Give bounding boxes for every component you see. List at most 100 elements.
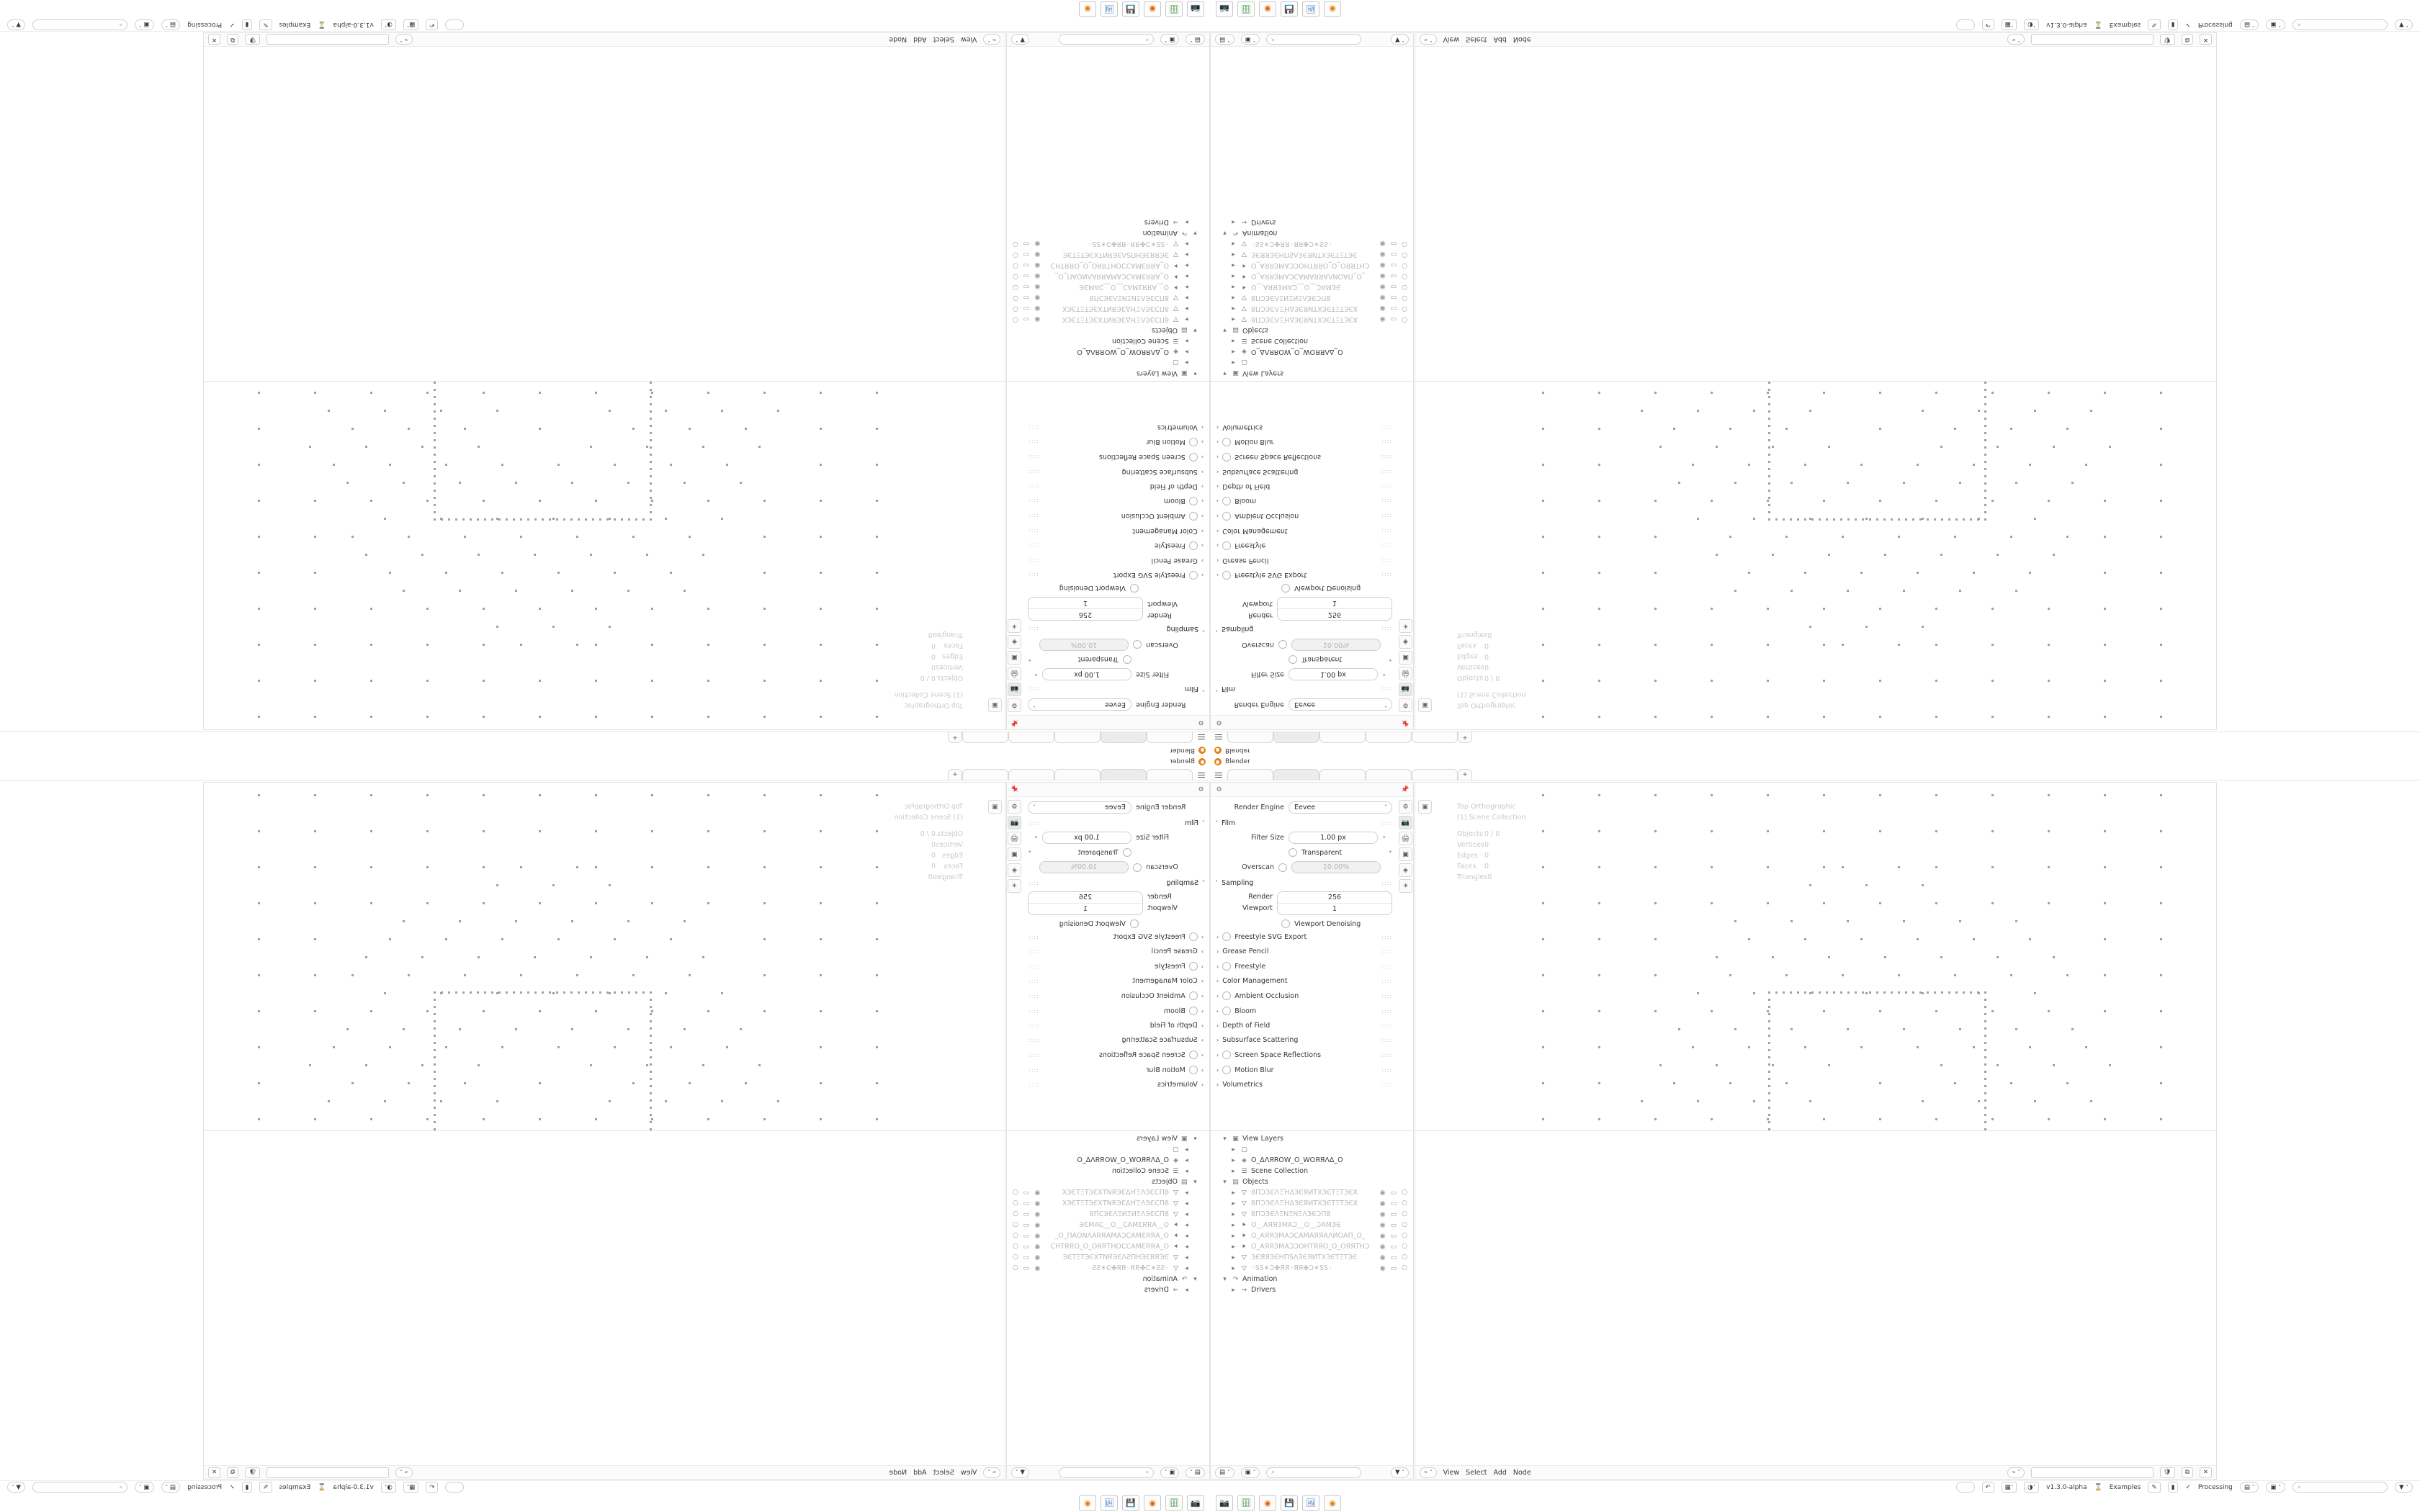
node-menu-node[interactable]: Node [1512, 1468, 1531, 1477]
undo-icon[interactable]: ↶ [1981, 1482, 1994, 1493]
outliner-row[interactable]: ▸ ◈ O_ΔΛЯROW_O_WOЯЯΛΔ_O [1214, 346, 1410, 357]
editor-type-selector[interactable]: ▤˅ [1186, 34, 1205, 45]
outliner-row[interactable]: ▸ ⯈ O_AЯЯЗΜAƆCAMAЯЯAΛИΟAΠ_O_ ◉ ▭ ⎔ [1214, 271, 1410, 282]
sampling-viewport-value[interactable]: 1 [1332, 905, 1337, 913]
camera-render-icon[interactable]: ⎔ [1402, 1189, 1407, 1197]
display-mode-dropdown[interactable]: ▣ ˅ [1160, 1467, 1180, 1478]
image-viewer-icon[interactable]: 🖼 [1302, 1, 1319, 17]
node-menu-select[interactable]: Select [1466, 1468, 1487, 1477]
outliner-row[interactable]: ▾ ▤ Objects [1010, 1176, 1206, 1187]
script-icon[interactable]: ✎ [2148, 19, 2161, 30]
screenshot-tool-icon[interactable]: 📷 [1216, 1495, 1233, 1511]
node-canvas[interactable]: ˅Move✎Vertices. 1▼Vertices. 1◉▲0.000.001… [1415, 1131, 2216, 1465]
eye-icon[interactable]: ◉ [1379, 251, 1386, 258]
outliner-row[interactable]: ▾ ↷ Animation [1214, 228, 1410, 238]
file-manager-icon[interactable]: 🗄 [1237, 1, 1255, 17]
chevron-right-icon[interactable]: ▸ [1185, 348, 1188, 356]
add-workspace-button[interactable]: + [948, 769, 962, 780]
close-icon[interactable]: ✕ [2199, 34, 2212, 45]
close-icon[interactable]: ✕ [208, 1467, 221, 1478]
panel-freestyle[interactable]: › Freestyle:::: [1216, 962, 1392, 971]
camera-render-icon[interactable]: ⎔ [1013, 1221, 1018, 1229]
chevron-right-icon[interactable]: ▸ [1185, 1146, 1188, 1153]
node-menu-add[interactable]: Add [913, 1468, 927, 1477]
panel-subsurface-scattering[interactable]: › Subsurface Scattering:::: [1216, 1036, 1392, 1044]
eye-icon[interactable]: ◉ [1034, 315, 1041, 323]
workspace-tab-5[interactable] [962, 732, 1008, 743]
outliner-row[interactable]: ▸ ☰ Scene Collection [1214, 336, 1410, 346]
script-icon[interactable]: ✎ [259, 19, 272, 30]
file-manager-icon[interactable]: 🗄 [1165, 1495, 1183, 1511]
screen-icon[interactable]: ▭ [1390, 1254, 1397, 1261]
file-manager-icon[interactable]: 🗄 [1165, 1, 1183, 17]
image-viewer-icon[interactable]: 🖼 [1302, 1495, 1319, 1511]
outliner-row[interactable]: ▸ ⯈ O__AЯЯЗΜAƆ__O__ƆAMЗЄ ◉ ▭ ⎔ [1010, 1220, 1206, 1230]
outliner-row[interactable]: ▸ ▽ 8ΠƆЗЄΛΞΉΔЗЄЯИТΧЗЄТΞТЗЄX ◉ ▭ ⎔ [1010, 1198, 1206, 1209]
screen-icon[interactable]: ▭ [1390, 1189, 1397, 1197]
chevron-right-icon[interactable]: ▸ [1185, 1156, 1188, 1164]
outliner-row[interactable]: ▸ ▽ 8ΠƆЗЄΛΞΉΔЗЄЯИТΧЗЄТΞТЗЄX ◉ ▭ ⎔ [1214, 314, 1410, 325]
panel-checkbox[interactable] [1222, 962, 1232, 971]
camera-render-icon[interactable]: ⎔ [1402, 1200, 1407, 1207]
chevron-right-icon[interactable]: ▸ [1185, 1210, 1188, 1218]
eye-icon[interactable]: ◉ [1379, 240, 1386, 248]
node-menu-node[interactable]: Node [889, 35, 908, 44]
shield-icon[interactable]: 🛡 [2160, 1467, 2175, 1478]
chevron-right-icon[interactable]: ▸ [1232, 315, 1235, 323]
screen-icon[interactable]: ▭ [1023, 261, 1030, 269]
outliner-row[interactable]: ▸ ⯈ O__AЯЯЗΜAƆ__O__ƆAMЗЄ ◉ ▭ ⎔ [1010, 282, 1206, 292]
camera-render-icon[interactable]: ⎔ [1013, 251, 1018, 258]
viewport-denoising-checkbox[interactable] [1281, 919, 1290, 928]
chevron-down-icon[interactable]: ▾ [1193, 369, 1197, 377]
examples-link[interactable]: Examples [279, 1483, 311, 1491]
editor-type-icon[interactable]: ▣ [988, 698, 1002, 712]
eye-icon[interactable]: ◉ [1379, 1264, 1386, 1272]
panel-checkbox[interactable] [1222, 991, 1232, 1000]
node-tree-selector[interactable]: ⌁ ˅ [2007, 34, 2025, 45]
console-icon[interactable]: ▮ [241, 19, 253, 30]
funnel-filter-icon[interactable]: ▼ ˅ [2394, 1482, 2413, 1493]
outliner-row[interactable]: ▸ ▽ 8ΠƆЗЄΛΞΝΞΝΞΛЗЄƆΠ8 ◉ ▭ ⎔ [1010, 1209, 1206, 1220]
chevron-down-icon[interactable]: ▾ [1223, 326, 1227, 334]
outliner-row[interactable]: ▸ ▽ 8ΠƆЗЄΛΞΉΔЗЄЯИТΧЗЄТΞТЗЄX ◉ ▭ ⎔ [1010, 314, 1206, 325]
outliner-row[interactable]: ▸ ⯈ O_AЯЯЗΜAƆƆOHTЯЯO_O_OЯЯTHƆ ◉ ▭ ⎔ [1010, 260, 1206, 271]
node-menu-view[interactable]: View [1443, 35, 1460, 44]
workspace-tab-2[interactable] [1101, 732, 1147, 743]
outliner-row[interactable]: ▸ ▽ 8ΠƆЗЄΛΞΉΔЗЄЯИТΧЗЄТΞТЗЄX ◉ ▭ ⎔ [1214, 1187, 1410, 1198]
outliner-row[interactable]: ▸ ⯈ O__AЯЯЗΜAƆ__O__ƆAMЗЄ ◉ ▭ ⎔ [1214, 282, 1410, 292]
menu-hamburger-icon[interactable] [1213, 732, 1224, 742]
outliner-row[interactable]: ▸ ▽ ЗЄЯЯЗЄHΠЅΛЗЄЯИТΧЗЄТΞТЗЄ ◉ ▭ ⎔ [1214, 1252, 1410, 1263]
editor-type-icon[interactable]: ▣ [1418, 698, 1432, 712]
chevron-right-icon[interactable]: ▸ [1185, 1189, 1188, 1197]
tab-world-icon[interactable]: ☀ [1399, 879, 1412, 893]
chevron-right-icon[interactable]: ▸ [1232, 272, 1235, 280]
sampling-render-value[interactable]: 256 [1278, 892, 1392, 904]
chevron-down-icon[interactable]: ▾ [1193, 1275, 1197, 1283]
chevron-right-icon[interactable]: ▸ [1232, 1189, 1235, 1197]
outliner-row[interactable]: ▾ ▤ Objects [1214, 1176, 1410, 1187]
firefox-icon[interactable]: ◉ [1144, 1495, 1161, 1511]
outliner-row[interactable]: ▸ ⯈ O_AЯЯЗΜAƆCAMAЯЯAΛИΟAΠ_O_ ◉ ▭ ⎔ [1010, 1230, 1206, 1241]
add-workspace-button[interactable]: + [1458, 732, 1472, 743]
chevron-right-icon[interactable]: ▸ [1185, 283, 1188, 291]
panel-color-management[interactable]: › Color Management:::: [1216, 977, 1392, 985]
outliner-search-input[interactable]: ⌕ [1266, 1467, 1362, 1478]
duplicate-icon[interactable]: ⧉ [227, 1467, 239, 1478]
outliner-row[interactable]: ▾ ▣ View Layers [1010, 368, 1206, 379]
chevron-right-icon[interactable]: ▸ [1185, 1254, 1188, 1261]
screen-icon[interactable]: ▭ [1390, 251, 1397, 258]
eye-icon[interactable]: ◉ [1379, 1221, 1386, 1229]
screen-icon[interactable]: ▭ [1023, 1210, 1030, 1218]
outliner-row[interactable]: ▸ ▽ 8ΠƆЗЄΛΞΉΔЗЄЯИТΧЗЄТΞТЗЄX ◉ ▭ ⎔ [1214, 1198, 1410, 1209]
node-menu-add[interactable]: Add [1493, 35, 1507, 44]
node-menu-add[interactable]: Add [913, 35, 927, 44]
node-tree-selector[interactable]: ⌁ ˅ [2007, 1467, 2025, 1478]
shield-icon[interactable]: 🛡 [2160, 34, 2175, 45]
screen-icon[interactable]: ▭ [1023, 1189, 1030, 1197]
camera-render-icon[interactable]: ⎔ [1402, 1210, 1407, 1218]
screenshot-tool-icon[interactable]: 📷 [1216, 1, 1233, 17]
animate-dot-icon[interactable]: • [1382, 834, 1386, 842]
camera-render-icon[interactable]: ⎔ [1402, 283, 1407, 291]
camera-render-icon[interactable]: ⎔ [1402, 1264, 1407, 1272]
eye-icon[interactable]: ◉ [1379, 261, 1386, 269]
